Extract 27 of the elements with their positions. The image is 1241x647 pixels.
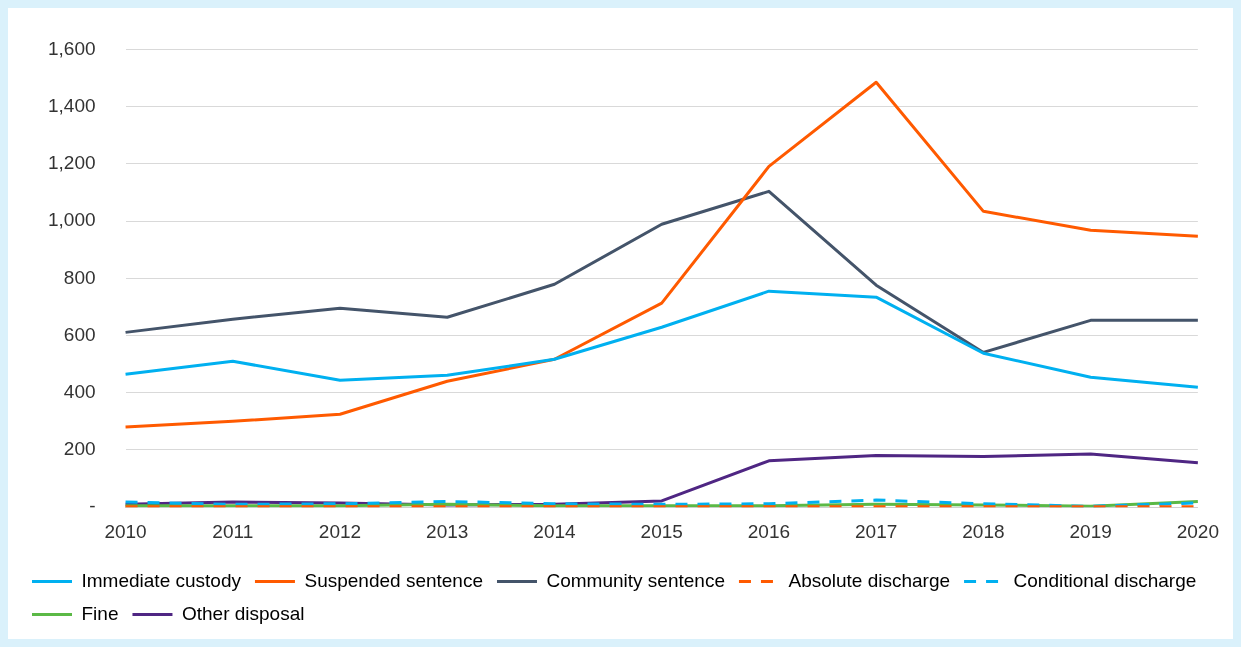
x-tick-label: 2016 [747, 520, 791, 542]
x-tick-label: 2018 [962, 520, 1005, 542]
x-tick-label: 2012 [318, 520, 362, 542]
legend-label: Suspended sentence [304, 569, 484, 591]
x-tick-label: 2013 [426, 520, 469, 542]
legend-label: Absolute discharge [788, 569, 951, 591]
x-tick-label: 2017 [855, 520, 898, 542]
x-tick-label: 2014 [533, 520, 577, 542]
x-tick-label: 2015 [640, 520, 683, 542]
y-tick-label: 800 [63, 266, 96, 288]
legend-label: Community sentence [546, 569, 725, 591]
legend-label: Immediate custody [81, 569, 242, 591]
x-tick-label: 2011 [212, 520, 254, 542]
y-tick-label: - [89, 495, 96, 517]
legend-label: Fine [81, 602, 119, 624]
y-tick-label: 1,400 [48, 94, 96, 116]
x-tick-label: 2019 [1069, 520, 1112, 542]
y-tick-label: 600 [63, 323, 96, 345]
legend-label: Conditional discharge [1013, 569, 1197, 591]
x-tick-label: 2020 [1176, 520, 1220, 542]
x-tick-label: 2010 [104, 520, 147, 542]
legend-label: Other disposal [181, 602, 305, 624]
y-tick-label: 1,000 [48, 209, 96, 231]
y-tick-label: 1,600 [48, 37, 96, 59]
y-tick-label: 400 [63, 380, 96, 402]
y-tick-label: 200 [63, 438, 96, 460]
y-tick-label: 1,200 [48, 152, 96, 174]
